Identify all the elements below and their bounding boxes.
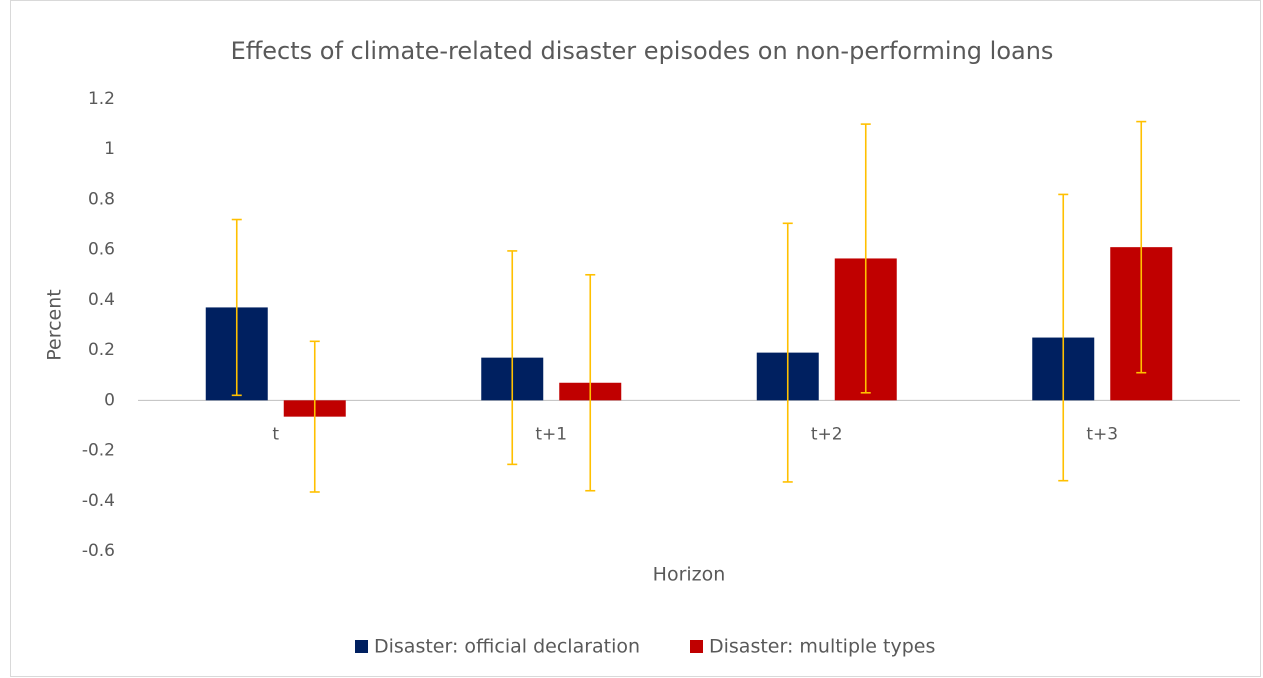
x-tick-label: t+1	[535, 424, 567, 444]
y-tick-label: 0	[104, 390, 115, 410]
legend-label: Disaster: multiple types	[709, 636, 935, 658]
x-axis-title: Horizon	[653, 564, 726, 586]
error-bar	[309, 340, 320, 493]
error-bar	[585, 273, 596, 492]
legend-label: Disaster: official declaration	[374, 636, 640, 658]
y-axis-title: Percent	[44, 289, 66, 361]
y-tick-label: -0.6	[82, 541, 115, 561]
error-bar	[1058, 193, 1069, 482]
y-tick-label: 1	[104, 139, 115, 159]
y-tick-label: -0.2	[82, 441, 115, 461]
x-tick-label: t	[272, 424, 279, 444]
y-tick-label: 1.2	[88, 89, 115, 109]
chart-title: Effects of climate-related disaster epis…	[231, 37, 1054, 65]
error-bar	[231, 218, 242, 397]
y-tick-label: 0.4	[88, 290, 115, 310]
y-tick-label: 0.6	[88, 240, 115, 260]
y-tick-label: 0.2	[88, 340, 115, 360]
y-tick-label: -0.4	[82, 491, 115, 511]
error-bar	[507, 250, 518, 466]
legend-swatch	[690, 640, 703, 653]
error-bar	[782, 222, 793, 483]
error-bar	[1136, 120, 1147, 374]
legend-swatch	[355, 640, 368, 653]
x-tick-label: t+3	[1086, 424, 1118, 444]
error-bar	[860, 123, 871, 394]
y-tick-label: 0.8	[88, 189, 115, 209]
x-tick-label: t+2	[811, 424, 843, 444]
